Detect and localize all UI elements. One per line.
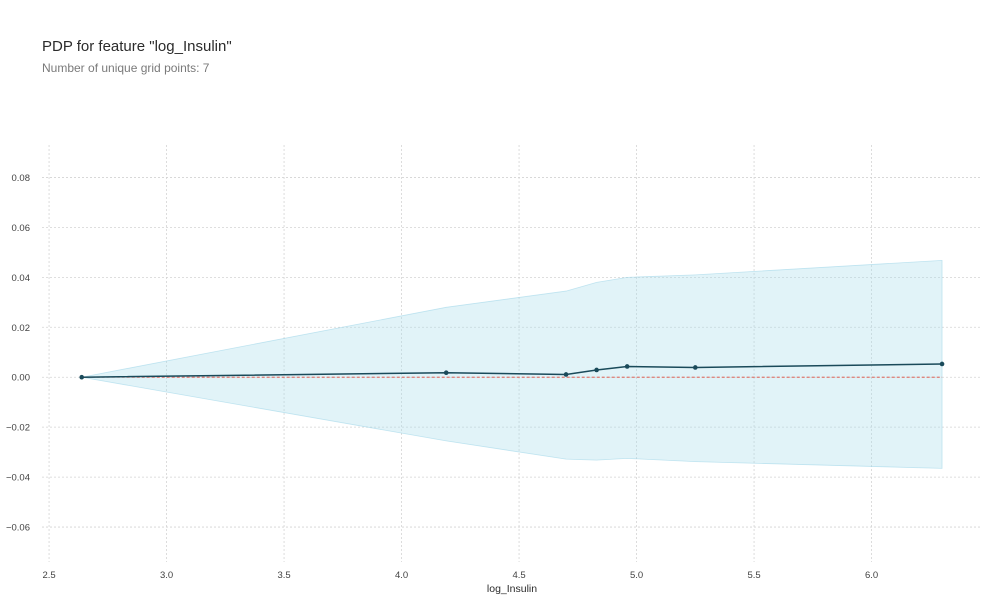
x-tick-label: 5.0 bbox=[630, 570, 643, 581]
x-tick-label: 3.5 bbox=[277, 570, 290, 581]
x-tick-label: 6.0 bbox=[865, 570, 878, 581]
x-tick-label: 5.5 bbox=[747, 570, 760, 581]
y-tick-label: −0.02 bbox=[6, 423, 30, 434]
y-tick-label: 0.06 bbox=[12, 223, 31, 234]
pdp-point bbox=[594, 367, 599, 373]
x-tick-label: 4.0 bbox=[395, 570, 408, 581]
chart-subtitle: Number of unique grid points: 7 bbox=[42, 61, 210, 75]
confidence-band bbox=[81, 259, 943, 469]
x-tick-label: 4.5 bbox=[512, 570, 525, 581]
pdp-points bbox=[79, 361, 945, 380]
chart-title: PDP for feature "log_Insulin" bbox=[42, 38, 232, 55]
x-axis-label: log_Insulin bbox=[487, 583, 537, 595]
pdp-point bbox=[563, 372, 569, 377]
y-tick-label: 0.08 bbox=[12, 173, 31, 184]
pdp-point bbox=[443, 370, 449, 376]
y-tick-label: 0.04 bbox=[12, 273, 31, 284]
y-tick-label: −0.04 bbox=[6, 473, 30, 484]
pdp-point bbox=[693, 365, 698, 370]
x-tick-label: 2.5 bbox=[42, 570, 55, 581]
y-tick-label: −0.06 bbox=[6, 523, 30, 534]
pdp-point bbox=[624, 364, 630, 369]
axis-ticks: 2.5 3.0 3.5 4.0 4.5 5.0 5.5 6.0 −0.06 −0.04 −0.02 0… bbox=[6, 173, 878, 581]
y-tick-label: 0.02 bbox=[12, 323, 31, 334]
pdp-point bbox=[939, 361, 945, 367]
x-tick-label: 3.0 bbox=[160, 570, 173, 581]
pdp-point bbox=[79, 374, 85, 380]
y-tick-label: 0.00 bbox=[12, 373, 31, 384]
